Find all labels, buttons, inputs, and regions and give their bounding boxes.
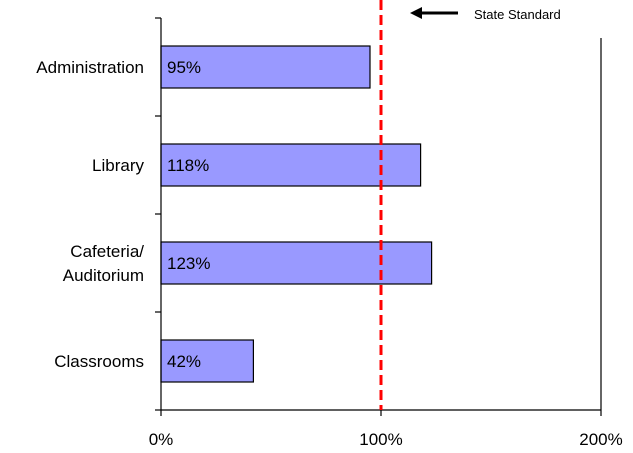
state-standard-label: State Standard [474, 7, 561, 22]
tick-labels-group: 0% 100% 200% [149, 430, 623, 449]
x-tick-label: 0% [149, 430, 174, 449]
legend-arrowhead-icon [410, 7, 422, 19]
category-label: Administration [36, 58, 144, 77]
bars-group [160, 45, 433, 383]
data-labels-group: 95% 118% 123% 42% [167, 58, 210, 371]
bar [160, 45, 371, 89]
category-label: Classrooms [54, 352, 144, 371]
state-standard-legend: State Standard [410, 7, 561, 22]
data-label: 42% [167, 352, 201, 371]
data-label: 95% [167, 58, 201, 77]
bar [160, 241, 433, 285]
x-tick-label: 100% [359, 430, 402, 449]
category-label: Library [92, 156, 144, 175]
bar [160, 339, 255, 383]
data-label: 123% [167, 254, 210, 273]
category-label: Auditorium [63, 266, 144, 285]
data-label: 118% [167, 156, 209, 175]
category-label: Cafeteria/ [70, 242, 144, 261]
x-tick-label: 200% [579, 430, 622, 449]
bar [160, 143, 422, 187]
category-labels-group: Administration Library Cafeteria/Auditoriu… [36, 58, 144, 371]
